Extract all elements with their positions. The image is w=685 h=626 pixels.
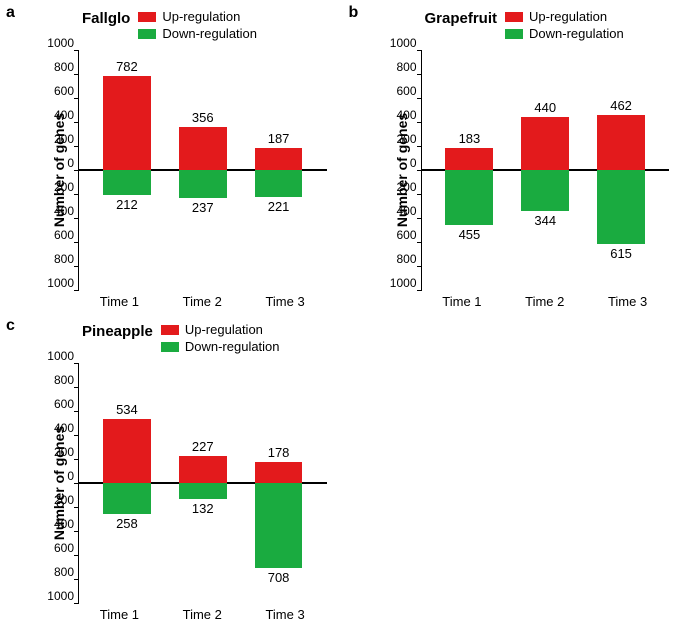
legend-row-up: Up-regulation [138, 8, 257, 25]
bar-group: 183 455 [440, 50, 500, 290]
bar-up-value: 782 [97, 59, 157, 74]
up-swatch [138, 12, 156, 22]
chart: Number of genes1000800600400200020040060… [4, 363, 339, 603]
bar-up [179, 127, 227, 170]
bar-down [445, 170, 493, 225]
panel-title: Grapefruit [425, 8, 498, 27]
bar-down [521, 170, 569, 211]
panel-c: cPineappleUp-regulationDown-regulationNu… [0, 313, 343, 626]
bar-up [103, 76, 151, 170]
bar-group: 187 221 [249, 50, 309, 290]
bar-group: 440 344 [515, 50, 575, 290]
down-swatch [161, 342, 179, 352]
empty-cell [343, 313, 685, 626]
bar-down [103, 483, 151, 514]
bar-up [597, 115, 645, 170]
panel-b: bGrapefruitUp-regulationDown-regulationN… [343, 0, 685, 313]
panel-letter: c [6, 317, 15, 335]
x-tick-label: Time 2 [169, 294, 236, 309]
bar-up [445, 148, 493, 170]
bar-group: 462 615 [591, 50, 651, 290]
bar-up [179, 456, 227, 483]
x-axis: Time 1 Time 2 Time 3 [4, 290, 339, 309]
bar-down [103, 170, 151, 195]
bar-up-value: 183 [440, 131, 500, 146]
x-axis: Time 1 Time 2 Time 3 [347, 290, 682, 309]
legend: Up-regulationDown-regulation [130, 8, 257, 42]
bar-up [255, 462, 303, 483]
panel-title: Pineapple [82, 321, 153, 340]
bar-down-value: 344 [515, 213, 575, 228]
legend-row-up: Up-regulation [505, 8, 624, 25]
bar-down [179, 483, 227, 499]
panel-title: Fallglo [82, 8, 130, 27]
panel-letter: b [349, 4, 359, 22]
down-swatch [138, 29, 156, 39]
legend-row-up: Up-regulation [161, 321, 280, 338]
bar-up [521, 117, 569, 170]
bar-down-value: 615 [591, 246, 651, 261]
bar-group: 534 258 [97, 363, 157, 603]
bar-down-value: 258 [97, 516, 157, 531]
panel-a: aFallgloUp-regulationDown-regulationNumb… [0, 0, 343, 313]
x-tick-label: Time 1 [86, 294, 153, 309]
bar-up [255, 148, 303, 170]
x-tick-label: Time 1 [429, 294, 496, 309]
legend-row-down: Down-regulation [138, 25, 257, 42]
up-swatch [161, 325, 179, 335]
plot-area: 183 455 440 344 462 615 [421, 50, 670, 290]
up-swatch [505, 12, 523, 22]
bar-up-value: 534 [97, 402, 157, 417]
bar-group: 227 132 [173, 363, 233, 603]
legend-row-down: Down-regulation [505, 25, 624, 42]
legend-label: Up-regulation [185, 321, 263, 338]
bar-down-value: 708 [249, 570, 309, 585]
x-axis: Time 1Time 2Time 3 [4, 603, 339, 622]
legend-row-down: Down-regulation [161, 338, 280, 355]
bar-group: 782 212 [97, 50, 157, 290]
legend-label: Up-regulation [162, 8, 240, 25]
x-tick-label: Time 2 [511, 294, 578, 309]
bar-down [179, 170, 227, 198]
bar-down-value: 212 [97, 197, 157, 212]
bar-up-value: 462 [591, 98, 651, 113]
bar-up-value: 356 [173, 110, 233, 125]
chart: Number of genes1000800600400200020040060… [4, 50, 339, 290]
bar-group: 356 237 [173, 50, 233, 290]
bar-down-value: 455 [440, 227, 500, 242]
bar-up-value: 187 [249, 131, 309, 146]
plot-area: 782 212 356 237 187 221 [78, 50, 327, 290]
chart: Number of genes1000800600400200020040060… [347, 50, 682, 290]
bar-down-value: 132 [173, 501, 233, 516]
bar-down-value: 221 [249, 199, 309, 214]
bar-down [597, 170, 645, 244]
x-tick-label: Time 3 [594, 294, 661, 309]
down-swatch [505, 29, 523, 39]
legend-label: Down-regulation [185, 338, 280, 355]
bar-up-value: 178 [249, 445, 309, 460]
bar-up-value: 440 [515, 100, 575, 115]
bar-down-value: 237 [173, 200, 233, 215]
legend-label: Down-regulation [529, 25, 624, 42]
panel-letter: a [6, 4, 15, 22]
x-tick-label: Time 3 [252, 294, 319, 309]
legend-label: Down-regulation [162, 25, 257, 42]
legend: Up-regulationDown-regulation [497, 8, 624, 42]
bar-up-value: 227 [173, 439, 233, 454]
plot-area: 534 258 227 132 178 708 [78, 363, 327, 603]
bar-group: 178 708 [249, 363, 309, 603]
legend: Up-regulationDown-regulation [153, 321, 280, 355]
bar-up [103, 419, 151, 483]
bar-down [255, 170, 303, 197]
legend-label: Up-regulation [529, 8, 607, 25]
bar-down [255, 483, 303, 568]
